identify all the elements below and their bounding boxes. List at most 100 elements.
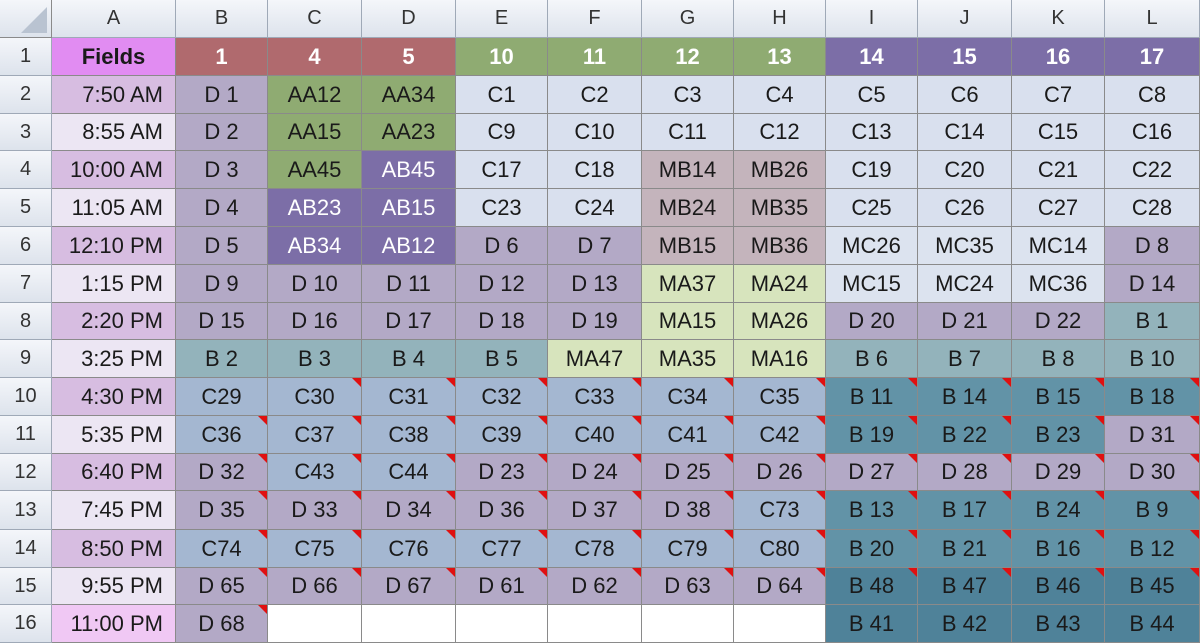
column-header-b[interactable]: B bbox=[176, 0, 268, 38]
schedule-cell[interactable]: D 26 bbox=[734, 454, 826, 491]
schedule-cell[interactable]: D 66 bbox=[268, 568, 362, 605]
schedule-cell[interactable]: C36 bbox=[176, 416, 268, 454]
fields-header-cell[interactable]: Fields bbox=[52, 38, 176, 76]
schedule-cell[interactable]: D 4 bbox=[176, 189, 268, 227]
field-header-cell[interactable]: 13 bbox=[734, 38, 826, 76]
schedule-cell[interactable]: D 20 bbox=[826, 303, 918, 340]
empty-cell[interactable] bbox=[456, 605, 548, 643]
field-header-cell[interactable]: 10 bbox=[456, 38, 548, 76]
schedule-cell[interactable]: MB36 bbox=[734, 227, 826, 265]
schedule-cell[interactable]: C21 bbox=[1012, 151, 1105, 189]
schedule-cell[interactable]: C12 bbox=[734, 114, 826, 151]
schedule-cell[interactable]: B 44 bbox=[1105, 605, 1200, 643]
field-header-cell[interactable]: 14 bbox=[826, 38, 918, 76]
schedule-cell[interactable]: C20 bbox=[918, 151, 1012, 189]
schedule-cell[interactable]: AA45 bbox=[268, 151, 362, 189]
schedule-cell[interactable]: B 3 bbox=[268, 340, 362, 378]
schedule-cell[interactable]: B 12 bbox=[1105, 530, 1200, 568]
schedule-cell[interactable]: C79 bbox=[642, 530, 734, 568]
schedule-cell[interactable]: C39 bbox=[456, 416, 548, 454]
schedule-cell[interactable]: C80 bbox=[734, 530, 826, 568]
row-header-6[interactable]: 6 bbox=[0, 227, 52, 265]
row-header-2[interactable]: 2 bbox=[0, 76, 52, 114]
schedule-cell[interactable]: D 38 bbox=[642, 491, 734, 530]
time-cell[interactable]: 11:00 PM bbox=[52, 605, 176, 643]
time-cell[interactable]: 7:45 PM bbox=[52, 491, 176, 530]
schedule-cell[interactable]: B 21 bbox=[918, 530, 1012, 568]
schedule-cell[interactable]: C6 bbox=[918, 76, 1012, 114]
schedule-cell[interactable]: D 27 bbox=[826, 454, 918, 491]
column-header-i[interactable]: I bbox=[826, 0, 918, 38]
schedule-cell[interactable]: D 25 bbox=[642, 454, 734, 491]
schedule-cell[interactable]: C31 bbox=[362, 378, 456, 416]
schedule-cell[interactable]: B 18 bbox=[1105, 378, 1200, 416]
schedule-cell[interactable]: B 6 bbox=[826, 340, 918, 378]
schedule-cell[interactable]: MA15 bbox=[642, 303, 734, 340]
schedule-cell[interactable]: B 43 bbox=[1012, 605, 1105, 643]
schedule-cell[interactable]: D 28 bbox=[918, 454, 1012, 491]
schedule-cell[interactable]: AB34 bbox=[268, 227, 362, 265]
row-header-10[interactable]: 10 bbox=[0, 378, 52, 416]
column-header-f[interactable]: F bbox=[548, 0, 642, 38]
schedule-cell[interactable]: C15 bbox=[1012, 114, 1105, 151]
schedule-cell[interactable]: B 23 bbox=[1012, 416, 1105, 454]
schedule-cell[interactable]: D 63 bbox=[642, 568, 734, 605]
schedule-cell[interactable]: B 16 bbox=[1012, 530, 1105, 568]
schedule-cell[interactable]: D 19 bbox=[548, 303, 642, 340]
schedule-cell[interactable]: C26 bbox=[918, 189, 1012, 227]
schedule-cell[interactable]: C23 bbox=[456, 189, 548, 227]
schedule-cell[interactable]: C14 bbox=[918, 114, 1012, 151]
field-header-cell[interactable]: 1 bbox=[176, 38, 268, 76]
column-header-e[interactable]: E bbox=[456, 0, 548, 38]
schedule-cell[interactable]: MB35 bbox=[734, 189, 826, 227]
time-cell[interactable]: 11:05 AM bbox=[52, 189, 176, 227]
schedule-cell[interactable]: MA35 bbox=[642, 340, 734, 378]
schedule-cell[interactable]: B 4 bbox=[362, 340, 456, 378]
schedule-cell[interactable]: B 45 bbox=[1105, 568, 1200, 605]
column-header-j[interactable]: J bbox=[918, 0, 1012, 38]
schedule-cell[interactable]: D 8 bbox=[1105, 227, 1200, 265]
schedule-cell[interactable]: C24 bbox=[548, 189, 642, 227]
schedule-cell[interactable]: D 13 bbox=[548, 265, 642, 303]
schedule-cell[interactable]: D 9 bbox=[176, 265, 268, 303]
schedule-cell[interactable]: D 3 bbox=[176, 151, 268, 189]
schedule-cell[interactable]: B 13 bbox=[826, 491, 918, 530]
schedule-cell[interactable]: B 19 bbox=[826, 416, 918, 454]
schedule-cell[interactable]: D 5 bbox=[176, 227, 268, 265]
row-header-16[interactable]: 16 bbox=[0, 605, 52, 643]
schedule-cell[interactable]: D 37 bbox=[548, 491, 642, 530]
time-cell[interactable]: 3:25 PM bbox=[52, 340, 176, 378]
schedule-cell[interactable]: B 15 bbox=[1012, 378, 1105, 416]
schedule-cell[interactable]: AB12 bbox=[362, 227, 456, 265]
schedule-cell[interactable]: D 32 bbox=[176, 454, 268, 491]
schedule-cell[interactable]: MC24 bbox=[918, 265, 1012, 303]
schedule-cell[interactable]: C19 bbox=[826, 151, 918, 189]
schedule-cell[interactable]: D 15 bbox=[176, 303, 268, 340]
schedule-cell[interactable]: D 68 bbox=[176, 605, 268, 643]
time-cell[interactable]: 1:15 PM bbox=[52, 265, 176, 303]
schedule-cell[interactable]: MA26 bbox=[734, 303, 826, 340]
schedule-cell[interactable]: D 18 bbox=[456, 303, 548, 340]
schedule-cell[interactable]: C4 bbox=[734, 76, 826, 114]
schedule-cell[interactable]: AB23 bbox=[268, 189, 362, 227]
schedule-cell[interactable]: D 17 bbox=[362, 303, 456, 340]
row-header-12[interactable]: 12 bbox=[0, 454, 52, 491]
row-header-9[interactable]: 9 bbox=[0, 340, 52, 378]
schedule-cell[interactable]: C7 bbox=[1012, 76, 1105, 114]
schedule-cell[interactable]: D 6 bbox=[456, 227, 548, 265]
schedule-cell[interactable]: C2 bbox=[548, 76, 642, 114]
schedule-cell[interactable]: C17 bbox=[456, 151, 548, 189]
time-cell[interactable]: 8:55 AM bbox=[52, 114, 176, 151]
row-header-7[interactable]: 7 bbox=[0, 265, 52, 303]
schedule-cell[interactable]: MA47 bbox=[548, 340, 642, 378]
schedule-cell[interactable]: C76 bbox=[362, 530, 456, 568]
schedule-cell[interactable]: C3 bbox=[642, 76, 734, 114]
schedule-cell[interactable]: C33 bbox=[548, 378, 642, 416]
schedule-cell[interactable]: D 34 bbox=[362, 491, 456, 530]
schedule-cell[interactable]: AA12 bbox=[268, 76, 362, 114]
schedule-cell[interactable]: C28 bbox=[1105, 189, 1200, 227]
schedule-cell[interactable]: C78 bbox=[548, 530, 642, 568]
schedule-cell[interactable]: B 1 bbox=[1105, 303, 1200, 340]
field-header-cell[interactable]: 4 bbox=[268, 38, 362, 76]
time-cell[interactable]: 6:40 PM bbox=[52, 454, 176, 491]
